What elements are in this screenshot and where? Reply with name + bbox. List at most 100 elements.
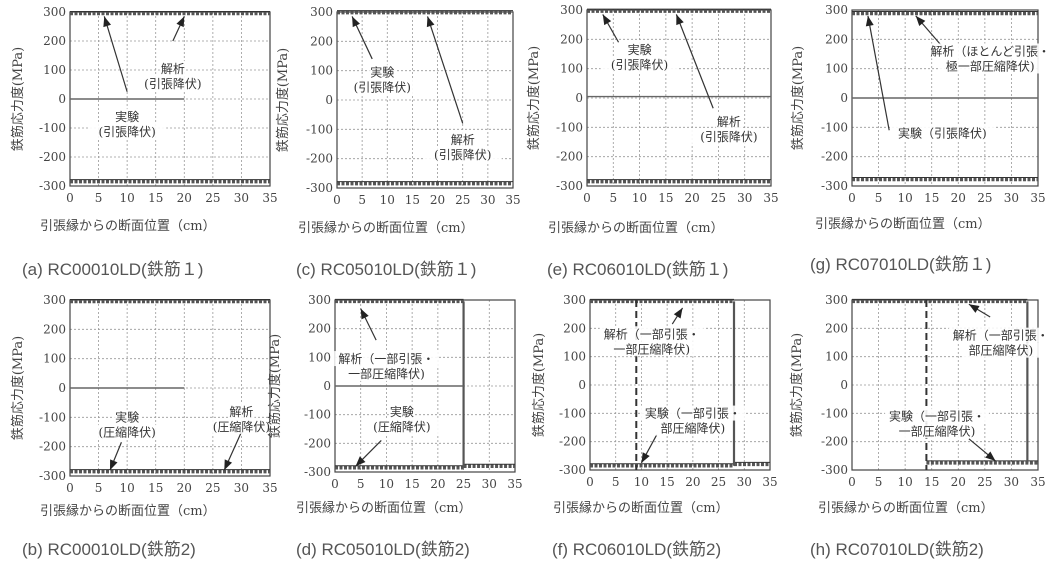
x-tick-label: 25 [977, 475, 992, 489]
annotation-label: 実験 [115, 109, 139, 124]
y-tick-label: -200 [39, 150, 66, 164]
x-tick-label: 35 [1030, 191, 1045, 205]
annotation-backdrop [343, 79, 422, 95]
y-tick-label: -100 [39, 410, 66, 424]
annotation-label: 極一部圧縮降伏) [946, 58, 1035, 73]
chart-caption: (a) RC00010LD(鉄筋１) [22, 260, 203, 279]
y-tick-label: 300 [563, 293, 586, 307]
annotation-backdrop [891, 423, 983, 439]
annotation-backdrop [388, 404, 415, 420]
y-tick-label: 100 [825, 62, 848, 76]
x-tick-label: 10 [120, 191, 135, 205]
annotation-backdrop [159, 60, 186, 76]
y-axis-label: 鉄筋応力度(MPa) [790, 46, 806, 150]
x-tick-label: 0 [848, 191, 856, 205]
x-tick-label: 25 [455, 193, 470, 207]
y-tick-label: 0 [578, 378, 586, 392]
annotation-arrowhead [602, 14, 612, 26]
annotation-arrowhead [865, 15, 874, 27]
x-tick-label: 30 [234, 481, 249, 495]
annotation-backdrop [202, 418, 281, 434]
chart-caption: (h) RC07010LD(鉄筋2) [810, 540, 984, 559]
annotation-arrowhead [355, 456, 366, 467]
x-tick-label: 10 [898, 475, 913, 489]
annotation-backdrop [362, 419, 441, 435]
x-tick-label: 35 [762, 475, 777, 489]
y-axis-label: 鉄筋応力度(MPa) [531, 333, 547, 437]
x-tick-label: 35 [1030, 475, 1045, 489]
y-tick-label: -300 [559, 463, 586, 477]
x-axis-label: 引張縁からの断面位置（cm） [298, 220, 474, 236]
annotation-backdrop [114, 108, 141, 124]
annotation-label: 部圧縮降伏) [661, 421, 726, 436]
annotation-backdrop [715, 113, 742, 129]
annotation-label: 解析（ほとんど引張・ [930, 44, 1050, 58]
annotation-backdrop [600, 57, 679, 72]
x-tick-label: 25 [205, 481, 220, 495]
annotation-backdrop [640, 405, 745, 421]
y-tick-label: 200 [43, 322, 66, 336]
annotation-label: 実験（引張降伏) [898, 126, 987, 141]
annotation-leader [103, 16, 128, 92]
annotation-arrowhead [176, 16, 185, 28]
y-tick-label: 200 [563, 321, 586, 335]
y-tick-label: 200 [560, 32, 583, 46]
y-tick-label: -200 [306, 152, 333, 166]
x-tick-label: 15 [148, 481, 163, 495]
y-tick-label: 200 [308, 322, 331, 336]
y-tick-label: -200 [559, 435, 586, 449]
x-tick-label: 25 [977, 191, 992, 205]
annotation-leader [675, 14, 714, 109]
annotation-backdrop [938, 58, 1043, 74]
annotation-label: (圧縮降伏) [213, 419, 270, 434]
annotation-label: (引張降伏) [144, 77, 201, 91]
x-tick-label: 5 [609, 191, 617, 205]
y-tick-label: 0 [323, 379, 331, 393]
annotation-label: 解析（一部引張・ [604, 326, 700, 341]
x-tick-label: 10 [380, 193, 395, 207]
annotation-backdrop [88, 123, 167, 139]
annotation-arrowhead [641, 452, 650, 463]
annotation-arrowhead [103, 16, 112, 28]
annotation-backdrop [599, 326, 704, 342]
x-tick-label: 35 [262, 191, 277, 205]
x-tick-label: 20 [177, 481, 192, 495]
y-tick-label: 300 [43, 5, 66, 19]
x-axis-label: 引張縁からの断面位置（cm） [553, 500, 729, 516]
y-tick-label: 200 [43, 34, 66, 48]
annotation-label: 解析（一部引張・ [338, 351, 434, 366]
x-tick-label: 35 [507, 477, 522, 491]
x-tick-label: 0 [331, 477, 339, 491]
annotation-backdrop [961, 342, 1040, 358]
chart-caption: (d) RC05010LD(鉄筋2) [296, 540, 470, 559]
annotation-arrowhead [224, 459, 233, 471]
annotation-label: 実験（一部引張・ [889, 408, 985, 423]
y-tick-label: -300 [39, 469, 66, 483]
annotation-arrowhead [968, 304, 980, 313]
annotation-arrowhead [426, 16, 435, 28]
y-tick-label: 300 [825, 3, 848, 17]
y-tick-label: 100 [43, 352, 66, 366]
chart-caption: (f) RC06010LD(鉄筋2) [552, 540, 721, 559]
y-axis-label: 鉄筋応力度(MPa) [10, 47, 26, 151]
annotation-arrowhead [110, 459, 118, 471]
x-tick-label: 20 [430, 477, 445, 491]
chart-caption: (e) RC06010LD(鉄筋１) [547, 260, 728, 279]
annotation-label: 実験 [390, 404, 414, 419]
annotation-label: (引張降伏) [354, 81, 411, 95]
x-tick-label: 30 [737, 191, 752, 205]
x-tick-label: 30 [1004, 475, 1019, 489]
annotation-leader [426, 16, 464, 124]
x-axis-label: 引張縁からの断面位置（cm） [818, 500, 994, 516]
annotation-label: 部圧縮降伏) [968, 343, 1033, 358]
x-tick-label: 5 [95, 481, 103, 495]
x-tick-label: 0 [66, 191, 74, 205]
annotation-backdrop [925, 43, 1056, 59]
x-tick-label: 35 [262, 481, 277, 495]
annotation-label: 解析（一部引張・ [953, 328, 1049, 343]
x-tick-label: 20 [951, 475, 966, 489]
x-tick-label: 25 [711, 475, 726, 489]
y-tick-label: -100 [559, 406, 586, 420]
annotation-label: (引張降伏) [611, 58, 668, 72]
